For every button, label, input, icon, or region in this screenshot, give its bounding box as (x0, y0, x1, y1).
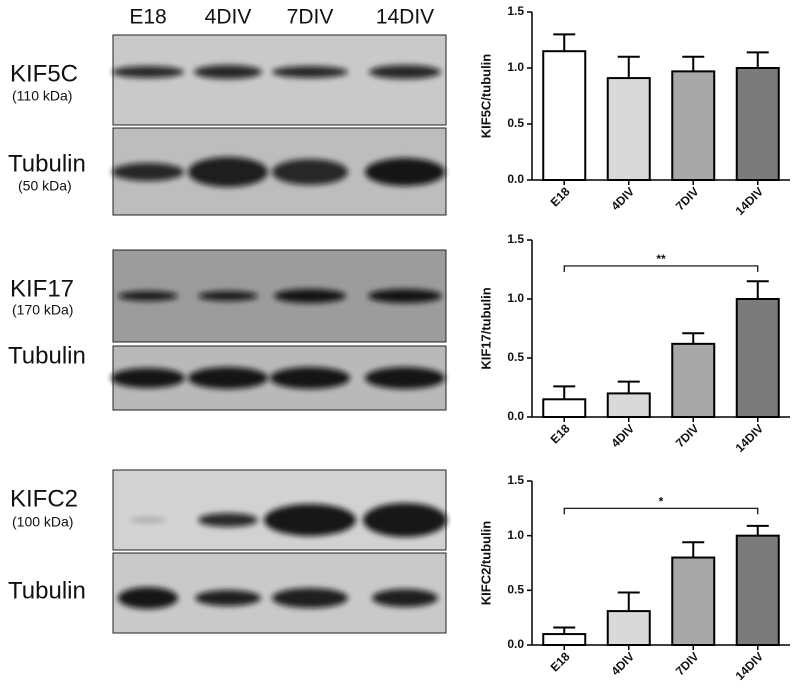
y-tick-label: 1.0 (507, 60, 524, 74)
y-tick-label: 0.0 (507, 409, 524, 423)
x-tick-label: 4DIV (608, 649, 637, 678)
band (272, 588, 348, 608)
x-tick-label: E18 (548, 649, 573, 674)
y-axis-label: KIF5C/tubulin (478, 54, 493, 139)
y-tick-label: 0.5 (507, 583, 524, 597)
band (112, 66, 184, 78)
band (130, 518, 166, 522)
band (363, 503, 447, 537)
x-tick-label: 14DIV (733, 649, 766, 682)
band (188, 367, 268, 389)
y-tick-label: 1.0 (507, 528, 524, 542)
blot (112, 34, 447, 126)
protein-label: KIFC2 (10, 485, 78, 512)
bar (671, 342, 716, 418)
bar (606, 392, 651, 418)
significance-bracket (563, 265, 759, 272)
band (365, 367, 445, 389)
significance-bracket (563, 507, 759, 515)
x-tick-label: 7DIV (673, 184, 702, 213)
y-tick-label: 1.0 (507, 291, 524, 305)
lane-label: 7DIV (287, 6, 334, 29)
y-axis-label: KIFC2/tubulin (478, 521, 493, 606)
band (111, 368, 185, 388)
y-axis-label: KIF17/tubulin (478, 287, 493, 369)
lane-label: 4DIV (205, 6, 252, 29)
y-tick-label: 0.0 (507, 172, 524, 186)
y-tick-label: 1.5 (507, 473, 524, 487)
significance-label: * (659, 495, 664, 509)
band (270, 367, 350, 389)
bar (735, 534, 780, 647)
band (198, 291, 258, 301)
lane-label: 14DIV (376, 6, 434, 29)
band (198, 513, 258, 527)
kda-label: (110 kDa) (12, 88, 72, 104)
kda-label: (50 kDa) (18, 178, 72, 194)
x-tick-label: 4DIV (608, 184, 637, 213)
x-tick-label: 14DIV (733, 421, 766, 454)
bar (671, 70, 716, 181)
kda-label: (100 kDa) (12, 514, 73, 530)
x-tick-label: 4DIV (608, 421, 637, 450)
x-tick-label: 7DIV (673, 649, 702, 678)
y-tick-label: 1.5 (507, 4, 524, 18)
protein-label: KIF17 (10, 275, 74, 302)
x-tick-label: E18 (548, 421, 573, 446)
significance-label: ** (656, 252, 666, 266)
band (188, 157, 268, 187)
y-tick-label: 1.5 (507, 232, 524, 246)
x-tick-label: 14DIV (733, 184, 766, 217)
bar (542, 633, 587, 646)
bar (606, 610, 651, 647)
protein-label: KIF5C (10, 60, 78, 87)
band (264, 504, 356, 536)
y-tick-label: 0.5 (507, 350, 524, 364)
band (195, 590, 261, 606)
band (118, 587, 178, 609)
bar (671, 556, 716, 646)
loading-label: Tubulin (8, 577, 86, 604)
band (194, 65, 262, 79)
band (274, 289, 346, 303)
bar (735, 298, 780, 418)
x-tick-label: E18 (548, 184, 573, 209)
band (372, 589, 438, 607)
band (272, 159, 348, 185)
bar (542, 50, 587, 182)
band (368, 289, 442, 303)
bar (542, 398, 587, 418)
x-tick-label: 7DIV (673, 421, 702, 450)
band (112, 163, 184, 181)
y-tick-label: 0.5 (507, 116, 524, 130)
band (272, 66, 348, 78)
y-tick-label: 0.0 (507, 637, 524, 651)
bar (606, 77, 651, 181)
bar (735, 67, 780, 181)
kda-label: (170 kDa) (12, 302, 73, 318)
band (369, 65, 441, 79)
band (118, 291, 178, 301)
band (365, 158, 445, 186)
lane-label: E18 (129, 6, 166, 29)
loading-label: Tubulin (8, 342, 86, 369)
loading-label: Tubulin (8, 150, 86, 177)
